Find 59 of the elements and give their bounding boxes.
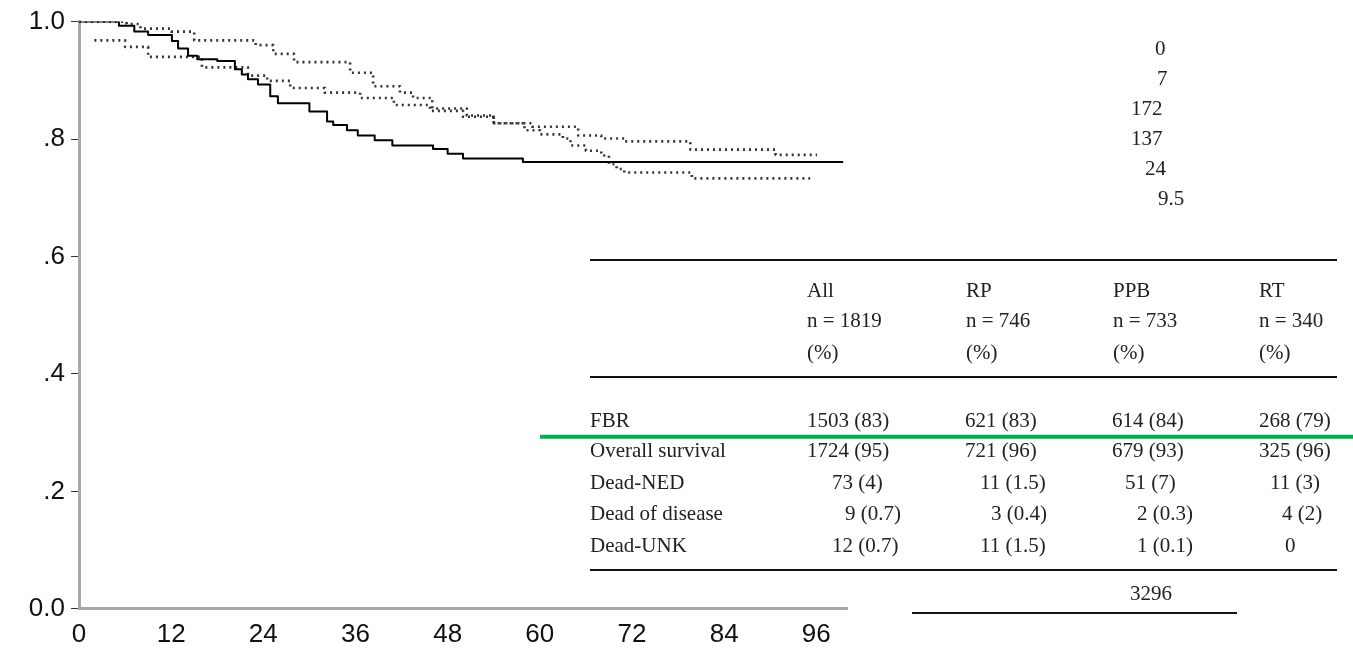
x-tick-label: 12: [156, 617, 186, 648]
text: (%): [1259, 340, 1291, 364]
text: 137: [1131, 126, 1163, 150]
x-tick-label: 0: [71, 617, 87, 648]
y-tick-label: .8: [43, 122, 65, 153]
x-tick-label: 84: [709, 617, 739, 648]
text: 7: [1157, 66, 1168, 90]
x-tick-label: 60: [525, 617, 555, 648]
text: 11 (1.5): [980, 470, 1046, 494]
text: 621 (83): [965, 408, 1037, 432]
annotation: FBR: [590, 408, 630, 432]
text: n = 733: [1113, 308, 1178, 332]
text: 11 (1.5): [980, 533, 1046, 557]
text: 11 (3): [1270, 470, 1320, 494]
y-tick-label: .2: [43, 474, 65, 505]
y-tick-label: 0.0: [28, 591, 65, 622]
text: 172: [1131, 96, 1163, 120]
text: 24: [1145, 156, 1166, 180]
text: 1 (0.1): [1137, 533, 1193, 557]
text: PPB: [1113, 278, 1151, 302]
text: 679 (93): [1112, 438, 1184, 462]
x-tick-label: 24: [248, 617, 278, 648]
text: RT: [1259, 278, 1285, 302]
annotation: n = 1819: [807, 308, 882, 332]
text: (%): [1113, 340, 1145, 364]
annotation: 1724 (95): [807, 438, 890, 462]
text: RP: [966, 278, 992, 302]
annotation: Dead of disease: [590, 501, 723, 525]
annotation: Dead-UNK: [590, 533, 687, 557]
text: n = 340: [1259, 308, 1324, 332]
x-tick-label: 48: [433, 617, 463, 648]
text: 3 (0.4): [991, 501, 1047, 525]
annotation: (%): [807, 340, 839, 364]
x-tick-label: 96: [801, 617, 831, 648]
text: 2 (0.3): [1137, 501, 1193, 525]
text: 0: [1285, 533, 1296, 557]
text: 721 (96): [965, 438, 1037, 462]
text: (%): [966, 340, 998, 364]
text: n = 746: [966, 308, 1031, 332]
annotation: Dead-NED: [590, 470, 685, 494]
annotation: Overall survival: [590, 438, 726, 462]
annotation: 1503 (83): [807, 408, 890, 432]
text: 614 (84): [1112, 408, 1184, 432]
annotation: 73 (4): [832, 470, 883, 494]
text: 51 (7): [1125, 470, 1176, 494]
x-tick-label: 36: [341, 617, 370, 648]
text: 3296: [1130, 581, 1172, 605]
y-tick-label: 1.0: [28, 4, 65, 35]
annotation: All: [807, 278, 834, 302]
text: 9.5: [1158, 186, 1185, 210]
text: 268 (79): [1259, 408, 1331, 432]
text: 325 (96): [1259, 438, 1331, 462]
y-tick-label: .6: [43, 239, 65, 270]
annotation: 12 (0.7): [832, 533, 899, 557]
x-tick-label: 72: [617, 617, 647, 648]
annotation: 9 (0.7): [845, 501, 901, 525]
text: 0: [1155, 36, 1166, 60]
text: 4 (2): [1282, 501, 1323, 525]
y-tick-label: .4: [43, 357, 65, 388]
